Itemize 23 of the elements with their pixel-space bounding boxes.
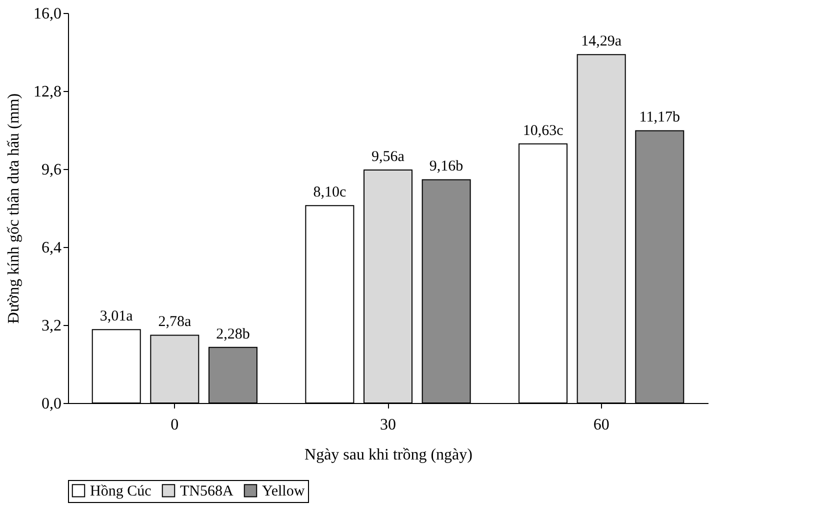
x-axis-title: Ngày sau khi trồng (ngày) [304, 446, 472, 464]
legend-label: Hồng Cúc [90, 484, 152, 500]
data-label: 2,28b [216, 326, 250, 342]
y-axis-title: Đường kính gốc thân dưa hấu (mm) [6, 93, 22, 324]
data-label: 11,17b [639, 110, 680, 126]
legend-label: TN568A [180, 484, 234, 500]
data-label: 14,29a [581, 34, 622, 50]
data-label: 10,63c [522, 122, 564, 139]
data-label: 3,01a [100, 308, 134, 325]
data-label: 8,10c [313, 184, 346, 201]
x-tick-label: 60 [593, 416, 610, 434]
data-label: 2,78a [158, 314, 192, 330]
y-tick-label: 16,0 [34, 6, 62, 22]
x-tick-label: 30 [380, 416, 396, 434]
legend-label: Yellow [262, 484, 305, 500]
y-tick-label: 3,2 [42, 318, 62, 334]
x-tick-label: 0 [170, 416, 179, 434]
data-label: 9,16b [429, 158, 464, 175]
y-tick-label: 9,6 [42, 162, 62, 178]
y-tick-label: 0,0 [42, 396, 62, 412]
y-tick-label: 12,8 [34, 84, 62, 100]
data-label: 9,56a [372, 148, 405, 165]
y-tick-label: 6,4 [42, 240, 62, 256]
